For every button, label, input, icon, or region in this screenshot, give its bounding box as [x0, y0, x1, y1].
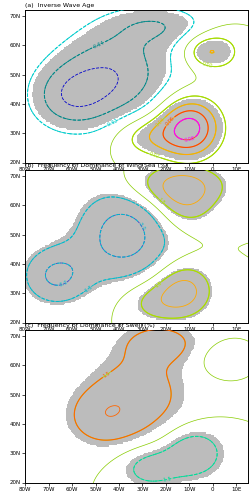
- Text: 0.02: 0.02: [200, 62, 212, 70]
- Text: -3.0: -3.0: [136, 220, 145, 232]
- Text: -1.5: -1.5: [162, 476, 172, 482]
- Text: (c)  Frequency of Dominance of Swell (%): (c) Frequency of Dominance of Swell (%): [25, 323, 154, 328]
- Text: (a)  Inverse Wave Age: (a) Inverse Wave Age: [25, 3, 94, 8]
- Text: 0.06: 0.06: [164, 116, 175, 127]
- Text: -0.04: -0.04: [91, 40, 105, 50]
- Text: 0.02: 0.02: [148, 152, 160, 160]
- Text: 1.5: 1.5: [102, 370, 111, 379]
- Text: -3.0: -3.0: [58, 280, 69, 288]
- Text: -0.02: -0.02: [106, 118, 119, 128]
- Text: 0.04: 0.04: [154, 116, 166, 127]
- Text: -1.5: -1.5: [83, 284, 93, 294]
- Text: 1.5: 1.5: [153, 280, 162, 288]
- Text: 0.08: 0.08: [183, 136, 195, 143]
- Text: (b)  Frequency of Dominance of Wind Sea (%): (b) Frequency of Dominance of Wind Sea (…: [25, 163, 168, 168]
- Text: 1.5: 1.5: [156, 197, 166, 206]
